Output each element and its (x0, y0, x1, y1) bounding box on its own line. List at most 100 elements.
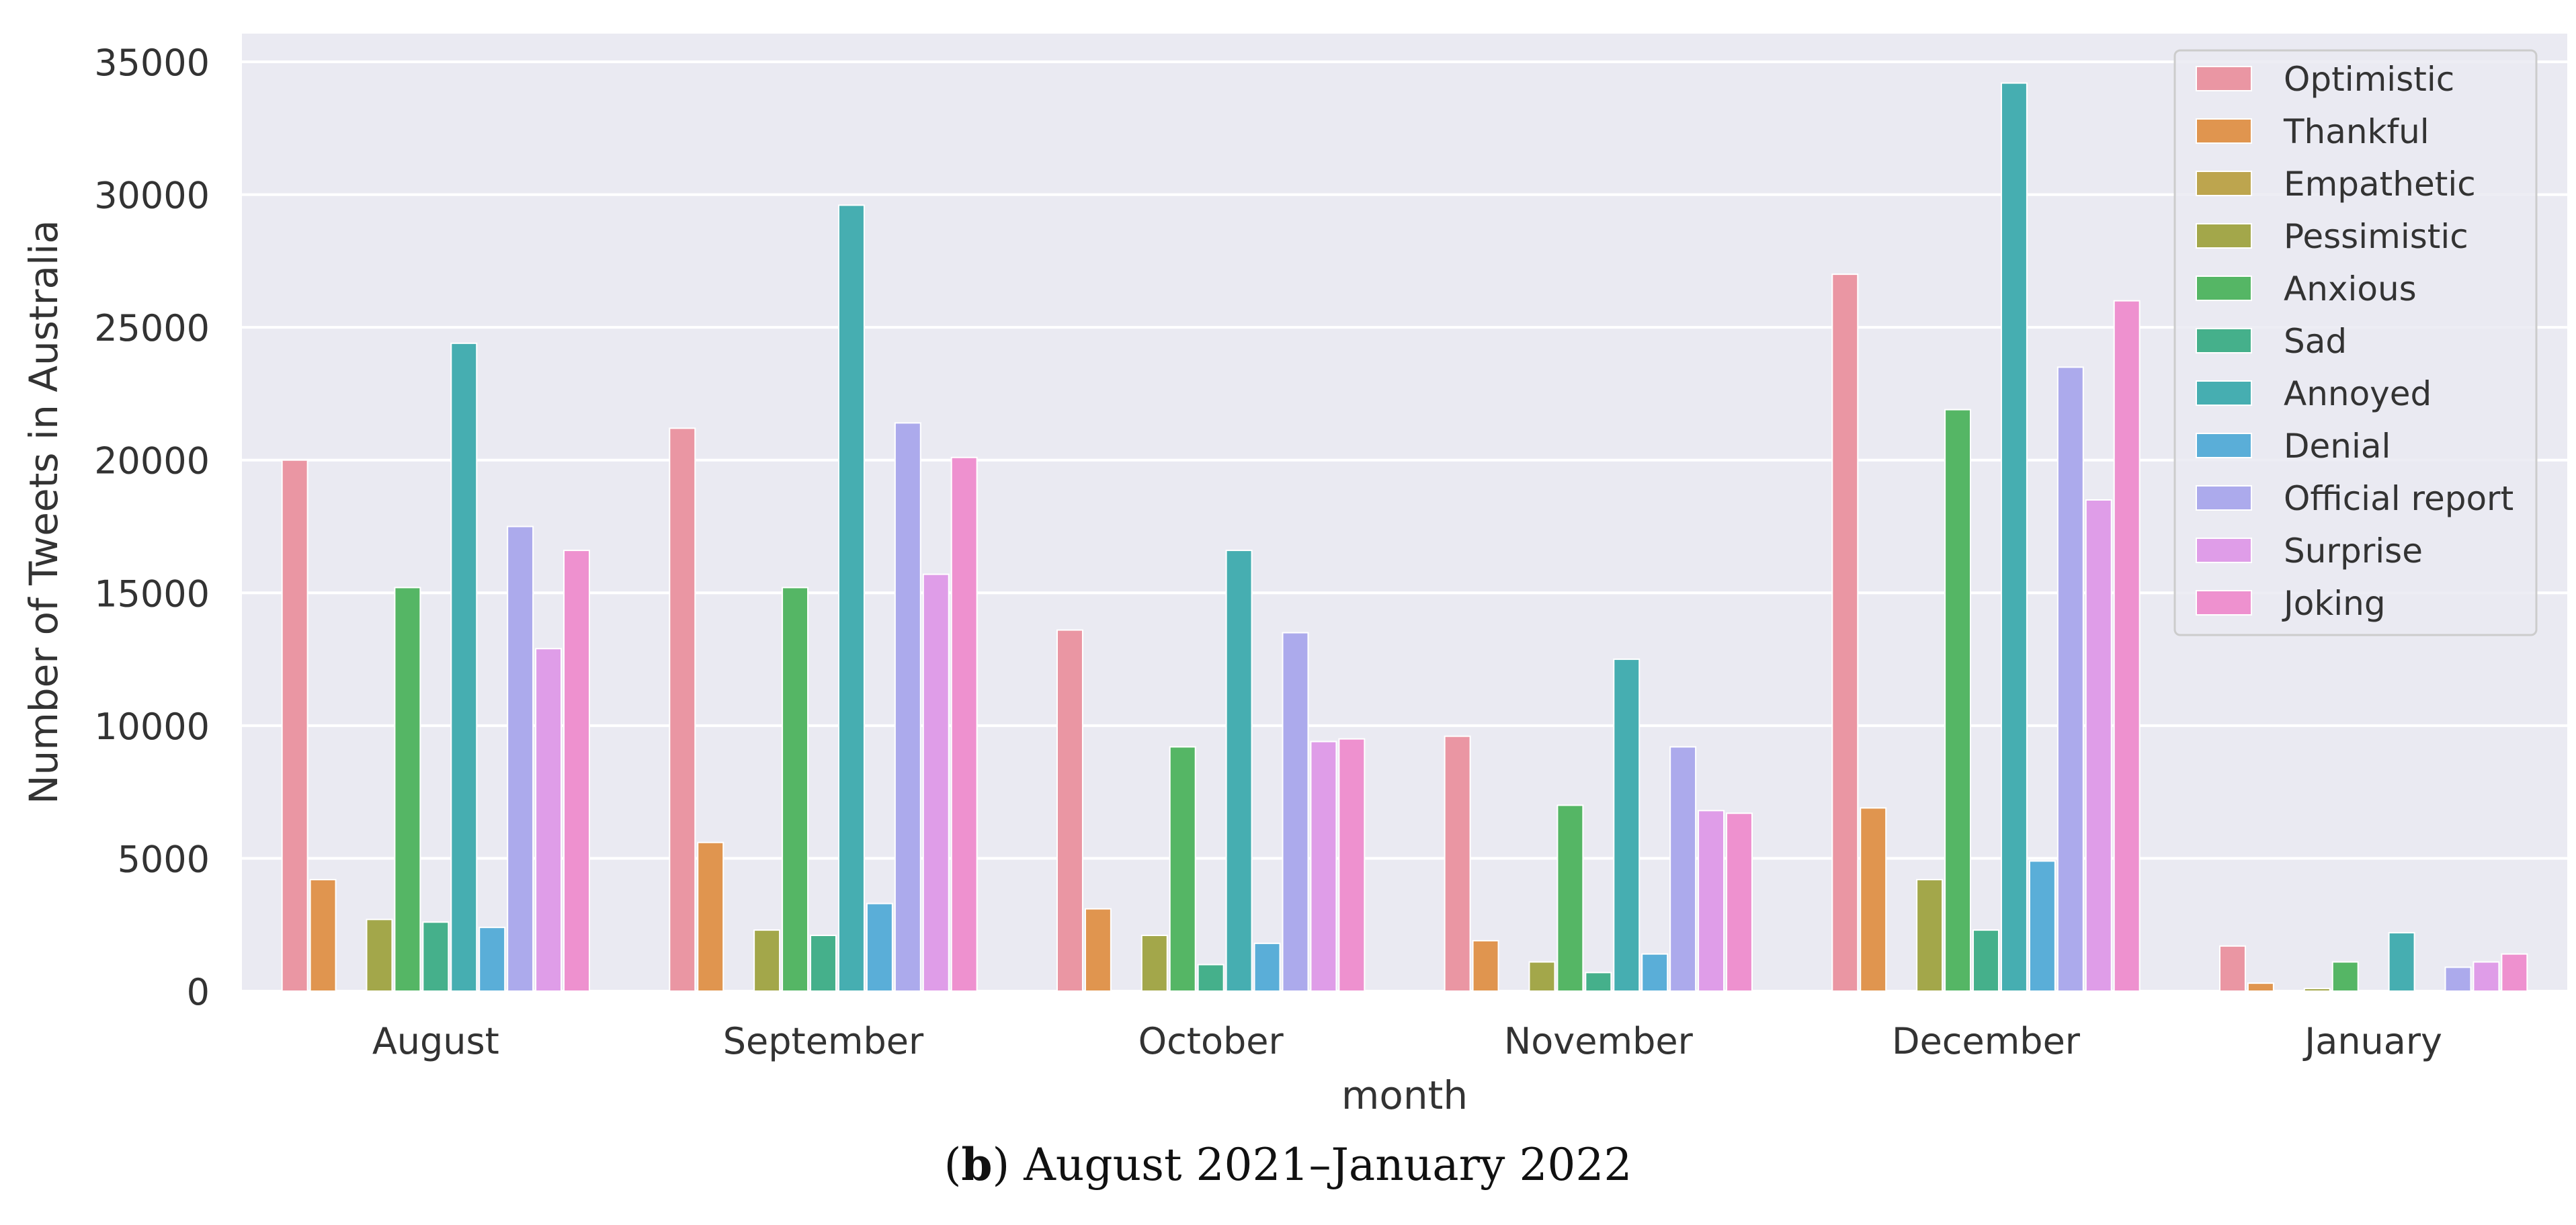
bar-thankful-august (309, 879, 337, 992)
bar-denial-november (1641, 953, 1669, 992)
caption-letter: b (961, 1138, 993, 1191)
bar-joking-november (1726, 812, 1753, 992)
legend-swatch (2196, 328, 2252, 353)
x-tick-label: October (1138, 1020, 1284, 1062)
bar-joking-december (2113, 300, 2141, 992)
y-tick-label: 10000 (94, 706, 210, 748)
bar-optimistic-september (669, 427, 696, 992)
y-tick-label: 5000 (118, 838, 210, 880)
legend-label: Surprise (2284, 532, 2423, 571)
legend-swatch (2196, 380, 2252, 406)
legend-label: Empathetic (2284, 165, 2476, 204)
bar-official-report-january (2444, 966, 2472, 992)
bar-surprise-september (922, 573, 950, 992)
bar-sad-august (422, 921, 450, 992)
bar-pessimistic-january (2303, 988, 2331, 992)
x-tick-label: September (723, 1020, 924, 1062)
bar-joking-january (2501, 953, 2528, 992)
legend-swatch (2196, 223, 2252, 249)
bar-official-report-september (894, 422, 921, 992)
bar-denial-august (479, 927, 506, 992)
legend-swatch (2196, 485, 2252, 511)
bar-joking-september (950, 456, 978, 992)
bar-anxious-october (1169, 746, 1196, 992)
bar-pessimistic-august (366, 919, 393, 992)
bar-official-report-november (1669, 746, 1697, 992)
legend-label: Optimistic (2284, 60, 2454, 99)
bar-official-report-october (1282, 632, 1309, 992)
x-tick-label: August (372, 1020, 499, 1062)
bar-optimistic-january (2219, 945, 2246, 992)
y-tick-label: 20000 (94, 440, 210, 482)
legend-label: Joking (2282, 584, 2386, 623)
bar-annoyed-october (1225, 550, 1253, 992)
bar-sad-december (1972, 929, 1999, 992)
legend-swatch (2196, 433, 2252, 458)
bar-thankful-december (1860, 807, 1887, 992)
legend-label: Official report (2284, 479, 2513, 518)
x-tick-labels: August September October November December Ja… (372, 1020, 2442, 1062)
bar-optimistic-october (1056, 629, 1083, 992)
bar-optimistic-december (1831, 273, 1859, 992)
bar-surprise-january (2473, 961, 2500, 992)
y-tick-label: 35000 (94, 42, 210, 84)
y-tick-labels: 0 5000 10000 15000 20000 25000 30000 35000 (94, 42, 210, 1013)
y-axis-label: Number of Tweets in Australia (21, 220, 67, 804)
bar-pessimistic-october (1140, 935, 1168, 992)
bar-thankful-september (697, 841, 724, 992)
bar-surprise-november (1698, 810, 1725, 992)
bar-joking-august (563, 550, 590, 992)
bar-official-report-december (2056, 366, 2084, 992)
legend-label: Pessimistic (2284, 217, 2468, 256)
bar-joking-october (1338, 738, 1366, 992)
bar-thankful-november (1472, 939, 1499, 992)
figure-caption: (b) August 2021–January 2022 (0, 1142, 2576, 1187)
y-tick-label: 30000 (94, 175, 210, 217)
bar-surprise-october (1310, 741, 1337, 992)
legend-swatch (2196, 590, 2252, 616)
bar-annoyed-september (837, 204, 865, 992)
bar-surprise-december (2085, 499, 2112, 992)
legend-swatch (2196, 118, 2252, 144)
bar-surprise-august (535, 648, 563, 992)
legend-label: Thankful (2283, 112, 2429, 151)
legend-swatch (2196, 538, 2252, 563)
bar-anxious-august (394, 587, 421, 992)
bar-pessimistic-november (1528, 961, 1556, 992)
legend-frame (2173, 49, 2538, 636)
legend-label: Annoyed (2284, 374, 2432, 413)
legend-label: Denial (2284, 427, 2391, 466)
x-tick-label: December (1892, 1020, 2081, 1062)
y-tick-label: 0 (187, 971, 210, 1013)
bar-sad-november (1585, 972, 1612, 992)
bar-annoyed-august (450, 342, 478, 992)
legend-items: Optimistic Thankful Empathetic Pessimistic A… (2196, 60, 2513, 623)
y-tick-label: 15000 (94, 573, 210, 615)
legend-swatch (2196, 276, 2252, 301)
bar-annoyed-january (2388, 932, 2415, 992)
caption-close-paren: ) (992, 1139, 1010, 1191)
bars (281, 82, 2528, 992)
bar-thankful-october (1084, 908, 1112, 992)
legend: Optimistic Thankful Empathetic Pessimistic A… (2173, 49, 2538, 636)
bar-sad-september (810, 935, 837, 992)
bar-annoyed-november (1613, 659, 1640, 992)
x-tick-label: January (2302, 1020, 2442, 1062)
bar-anxious-september (782, 587, 809, 992)
bar-pessimistic-december (1916, 879, 1944, 992)
bar-denial-september (866, 902, 893, 992)
bar-pessimistic-september (753, 929, 781, 992)
bar-chart: 0 5000 10000 15000 20000 25000 30000 35000 Augu… (21, 34, 2567, 1118)
bar-anxious-november (1556, 804, 1584, 992)
bar-thankful-january (2247, 982, 2274, 992)
bar-optimistic-november (1444, 735, 1471, 992)
bar-denial-december (2028, 860, 2056, 992)
x-axis-label: month (1341, 1072, 1468, 1118)
legend-swatch (2196, 66, 2252, 91)
bar-optimistic-august (281, 459, 308, 992)
bar-denial-october (1253, 942, 1281, 992)
legend-label: Anxious (2284, 269, 2417, 308)
legend-label: Sad (2284, 322, 2347, 361)
x-tick-label: November (1504, 1020, 1694, 1062)
bar-annoyed-december (2000, 82, 2028, 992)
